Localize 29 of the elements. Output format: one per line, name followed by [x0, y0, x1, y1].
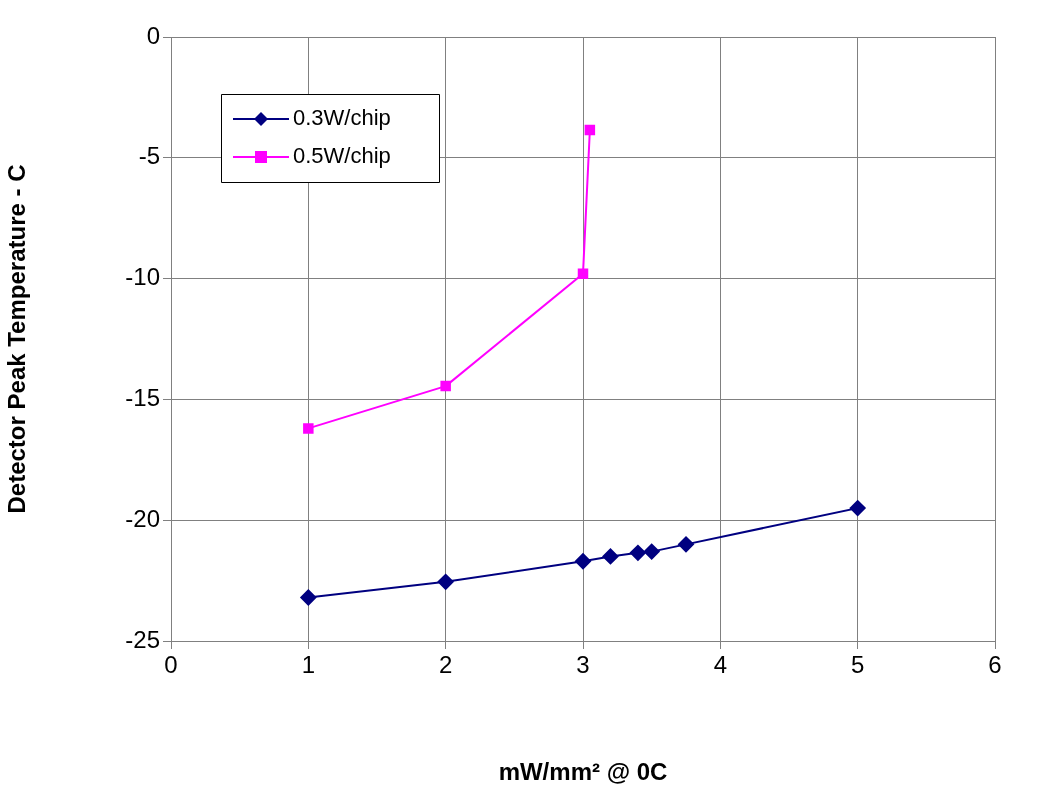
point — [643, 543, 660, 560]
point — [303, 423, 314, 434]
point — [440, 380, 451, 392]
legend-label: 0.5W/chip — [293, 143, 391, 169]
y-tick-label: -10 — [125, 263, 160, 291]
point — [437, 573, 454, 590]
legend-label: 0.3W/chip — [293, 105, 391, 131]
point — [602, 548, 619, 565]
point — [575, 553, 591, 570]
x-tick-label: 5 — [850, 651, 865, 679]
x-axis-title: mW/mm² @ 0C — [498, 758, 668, 786]
point — [629, 544, 646, 561]
y-tick-label: -15 — [125, 384, 160, 412]
y-tick-label: -25 — [125, 625, 160, 653]
x-tick-label: 2 — [438, 651, 453, 679]
point — [577, 268, 589, 280]
point — [678, 536, 694, 553]
point — [584, 124, 596, 136]
x-tick-label: 4 — [713, 651, 728, 679]
x-tick-label: 0 — [164, 651, 178, 679]
point — [300, 589, 317, 606]
y-tick-label: -5 — [138, 142, 160, 170]
y-tick-label: -20 — [125, 504, 160, 532]
x-tick-label: 1 — [301, 651, 316, 679]
y-tick-label: 0 — [146, 21, 160, 49]
x-tick-label: 6 — [988, 651, 1002, 679]
x-tick-label: 3 — [576, 651, 590, 679]
y-axis-title: Detector Peak Temperature - C — [3, 164, 31, 514]
point — [849, 500, 866, 517]
